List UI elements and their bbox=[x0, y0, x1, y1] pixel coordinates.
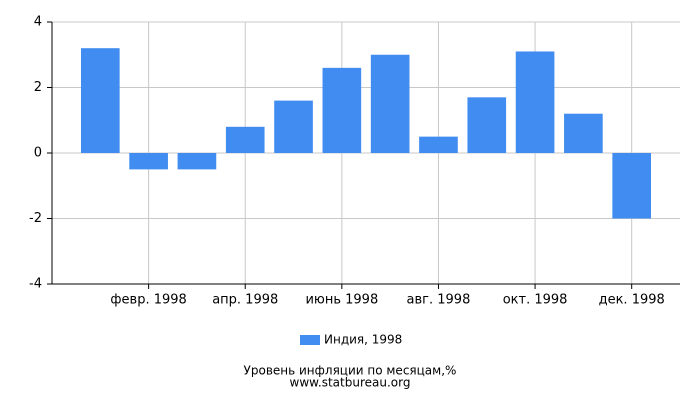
legend-swatch bbox=[300, 335, 320, 345]
chart-subtitle: www.statbureau.org bbox=[290, 376, 411, 390]
bar bbox=[274, 100, 313, 153]
x-tick-label: июнь 1998 bbox=[305, 293, 378, 308]
bar bbox=[370, 54, 410, 153]
x-tick-label: февр. 1998 bbox=[110, 293, 186, 308]
x-tick-label: окт. 1998 bbox=[503, 293, 568, 308]
y-tick-label: -4 bbox=[29, 277, 42, 292]
bar bbox=[467, 97, 507, 153]
y-tick-label: 0 bbox=[34, 146, 42, 161]
y-tick-label: 2 bbox=[34, 80, 42, 95]
y-tick-label: 4 bbox=[34, 15, 42, 30]
x-tick-label: апр. 1998 bbox=[212, 293, 278, 308]
bar bbox=[419, 136, 458, 153]
bar bbox=[129, 153, 168, 170]
x-tick-label: дек. 1998 bbox=[599, 293, 665, 308]
y-tick-label: -2 bbox=[29, 211, 42, 226]
bar bbox=[225, 126, 265, 153]
bar bbox=[80, 48, 120, 154]
bar bbox=[564, 113, 603, 153]
chart-title: Уровень инфляции по месяцам,% bbox=[244, 364, 457, 378]
bar bbox=[515, 51, 555, 153]
legend-label: Индия, 1998 bbox=[324, 333, 402, 347]
bar bbox=[177, 153, 217, 170]
bar bbox=[322, 67, 362, 153]
bar bbox=[612, 153, 652, 219]
x-tick-label: авг. 1998 bbox=[407, 293, 471, 308]
